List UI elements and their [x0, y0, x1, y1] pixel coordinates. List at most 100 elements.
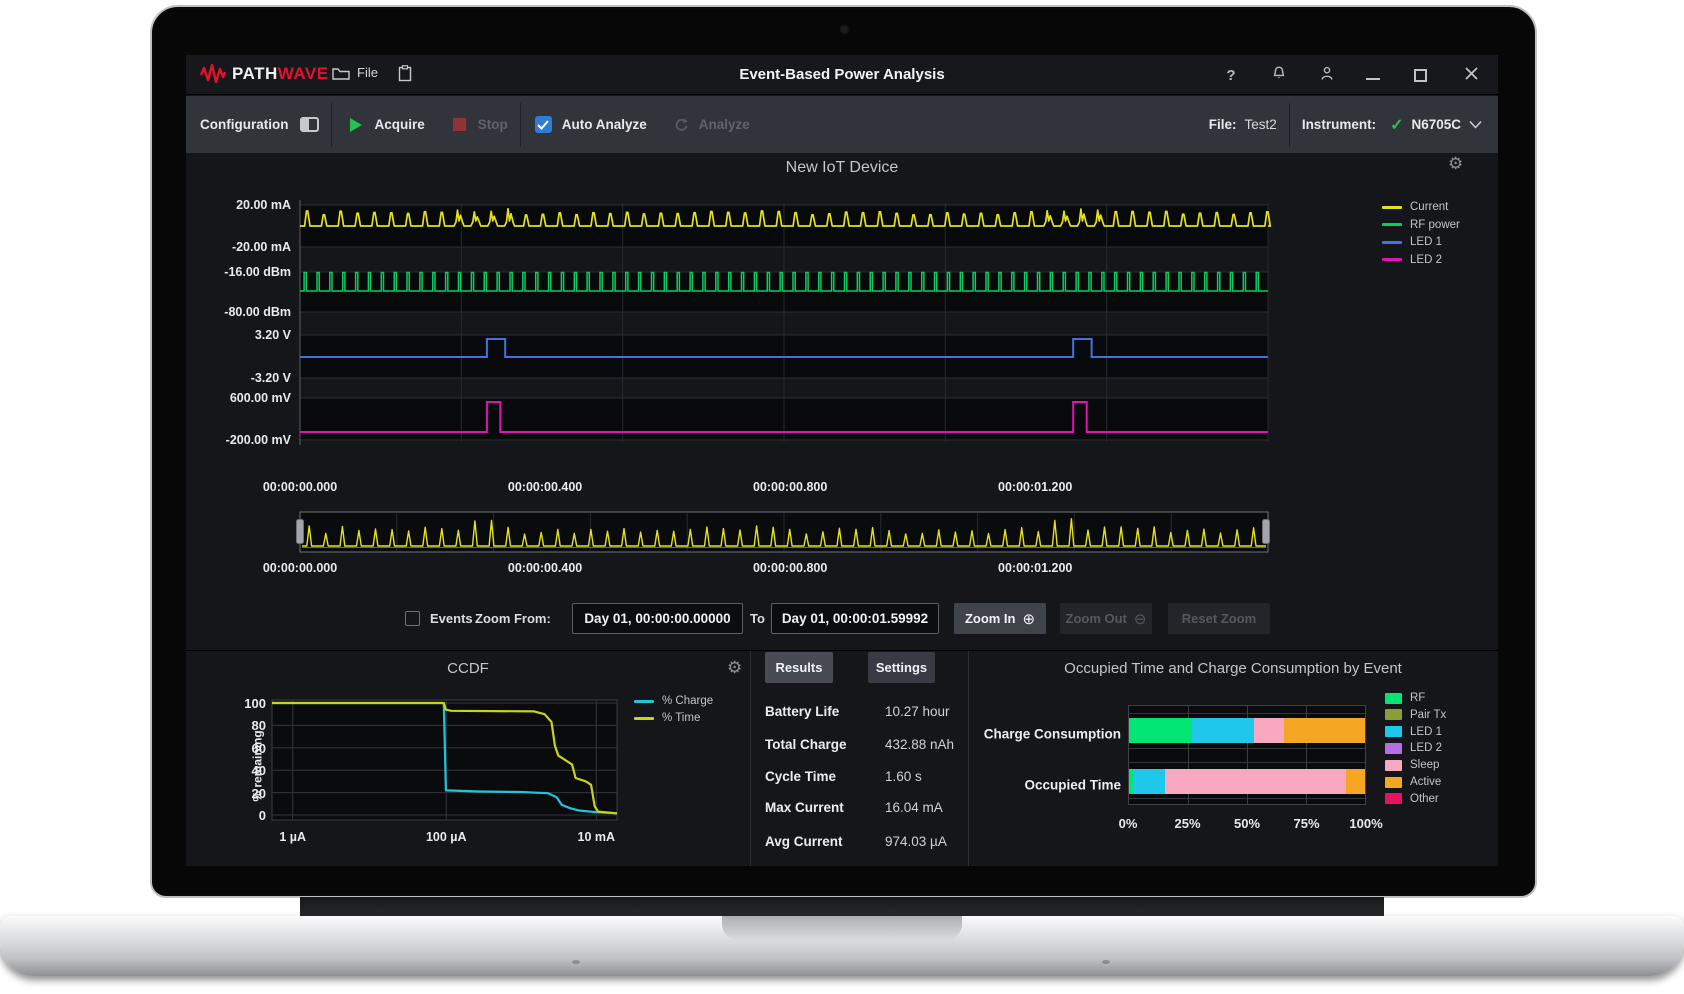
- scope-chart[interactable]: [186, 55, 1498, 595]
- tab-settings[interactable]: Settings: [868, 652, 935, 683]
- scope-y-label: -16.00 dBm: [224, 265, 291, 279]
- scope-y-label: -20.00 mA: [231, 240, 291, 254]
- file-menu[interactable]: File: [332, 65, 378, 80]
- laptop-base-notch: [722, 916, 962, 940]
- clipboard-icon[interactable]: [398, 65, 412, 87]
- events-checkbox[interactable]: [405, 611, 420, 626]
- zoom-out-button[interactable]: Zoom Out ⊖: [1060, 603, 1152, 634]
- results-row-label: Battery Life: [765, 704, 840, 719]
- play-icon: [350, 117, 363, 132]
- analyze-button[interactable]: Analyze: [673, 117, 750, 133]
- zoom-to-input[interactable]: Day 01, 00:00:01.59992: [771, 603, 939, 634]
- user-account-icon[interactable]: [1318, 65, 1336, 86]
- results-row-value: 974.03 µA: [885, 834, 947, 849]
- legend-label: LED 1: [1410, 236, 1442, 248]
- logo-wave-text: WAVE: [277, 64, 329, 83]
- results-row-label: Max Current: [765, 800, 844, 815]
- results-row-label: Cycle Time: [765, 769, 837, 784]
- divider: [968, 651, 969, 866]
- event-chart-title: Occupied Time and Charge Consumption by …: [1064, 660, 1402, 677]
- toolbar-separator: [519, 102, 521, 147]
- legend-swatch: [1382, 258, 1402, 261]
- zoom-from-label: Zoom From:: [475, 611, 551, 626]
- legend-label: Active: [1410, 776, 1442, 788]
- results-row-label: Total Charge: [765, 737, 847, 752]
- notifications-bell-icon[interactable]: [1270, 65, 1288, 86]
- close-button[interactable]: [1462, 66, 1480, 85]
- event-legend-item: RF: [1385, 692, 1425, 704]
- event-legend-item: Other: [1385, 793, 1439, 805]
- stop-label: Stop: [477, 117, 508, 132]
- event-category-label: Charge Consumption: [983, 726, 1121, 742]
- instrument-selector[interactable]: N6705C: [1411, 117, 1482, 132]
- ccdf-y-tick: 20: [251, 785, 266, 801]
- ccdf-y-tick: 80: [251, 718, 266, 734]
- bar-segment-active: [1284, 718, 1365, 743]
- minimize-button[interactable]: [1366, 71, 1384, 80]
- event-legend-item: LED 1: [1385, 726, 1442, 738]
- toolbar-separator: [331, 102, 333, 147]
- ccdf-x-tick: 100 µA: [425, 830, 467, 844]
- scope-settings-gear-icon[interactable]: ⚙: [1448, 154, 1464, 173]
- bar-segment-led-1: [1191, 718, 1254, 743]
- acquire-button[interactable]: Acquire: [350, 117, 425, 132]
- scope-title: New IoT Device: [785, 159, 899, 176]
- toolbar-separator: [1288, 102, 1290, 147]
- bar-segment-rf: [1129, 718, 1192, 743]
- file-value: Test2: [1244, 117, 1277, 132]
- configuration-toggle[interactable]: Configuration: [200, 117, 320, 132]
- maximize-button[interactable]: [1414, 68, 1432, 82]
- legend-swatch: [1385, 742, 1402, 754]
- overview-left-handle[interactable]: [296, 519, 304, 544]
- toolbar: Configuration Acquire Stop Auto Analyze: [186, 96, 1498, 153]
- event-legend-item: LED 2: [1385, 742, 1442, 754]
- zoom-from-input[interactable]: Day 01, 00:00:00.00000: [572, 603, 743, 634]
- legend-swatch: [1382, 205, 1402, 209]
- ccdf-legend-item: % Time: [634, 712, 700, 724]
- zoom-controls: Events Zoom From: Day 01, 00:00:00.00000…: [186, 595, 1498, 643]
- pathwave-logo: PATHWAVE: [200, 63, 329, 85]
- ccdf-title: CCDF: [447, 660, 489, 677]
- results-row-value: 16.04 mA: [885, 800, 943, 815]
- divider: [750, 651, 751, 866]
- legend-swatch: [634, 699, 654, 703]
- help-icon[interactable]: ?: [1226, 66, 1236, 84]
- overview-x-label: 00:00:01.200: [998, 561, 1073, 575]
- overview-x-label: 00:00:00.400: [507, 561, 583, 575]
- scope-x-label: 00:00:01.200: [998, 480, 1073, 494]
- legend-label: Other: [1410, 792, 1439, 805]
- auto-analyze-checkbox[interactable]: Auto Analyze: [534, 116, 647, 133]
- laptop-foot: [572, 960, 580, 964]
- divider: [186, 650, 1498, 651]
- reset-zoom-button[interactable]: Reset Zoom: [1168, 603, 1270, 634]
- legend-label: % Time: [662, 712, 701, 724]
- stop-button[interactable]: Stop: [452, 117, 508, 132]
- refresh-icon: [675, 117, 688, 131]
- bar-segment-rf: [1129, 769, 1134, 794]
- ccdf-settings-gear-icon[interactable]: ⚙: [727, 658, 743, 677]
- event-x-tick: 75%: [1293, 816, 1320, 831]
- zoom-out-icon: ⊖: [1133, 610, 1147, 628]
- scope-y-label: -200.00 mV: [225, 433, 291, 447]
- legend-label: Current: [1410, 201, 1449, 213]
- scope-y-label: 600.00 mV: [229, 391, 291, 405]
- legend-label: LED 2: [1410, 742, 1442, 755]
- legend-label: LED 2: [1410, 253, 1442, 266]
- results-row-value: 432.88 nAh: [885, 737, 955, 752]
- overview-x-label: 00:00:00.000: [262, 561, 338, 575]
- stop-icon: [452, 118, 466, 131]
- tab-results[interactable]: Results: [765, 652, 833, 683]
- auto-analyze-label: Auto Analyze: [561, 117, 647, 132]
- file-menu-label: File: [357, 65, 378, 80]
- legend-swatch: [634, 716, 654, 720]
- ccdf-x-tick: 10 mA: [577, 830, 616, 844]
- event-stacked-bar: [1129, 718, 1365, 743]
- overview-right-handle[interactable]: [1262, 519, 1270, 544]
- file-label: File:: [1208, 117, 1237, 132]
- legend-swatch: [1385, 776, 1402, 788]
- zoom-in-button[interactable]: Zoom In ⊕: [954, 603, 1046, 634]
- scope-x-label: 00:00:00.800: [752, 480, 828, 494]
- to-label: To: [750, 611, 765, 626]
- scope-y-label: 3.20 V: [254, 328, 291, 342]
- ccdf-chart[interactable]: [186, 650, 750, 866]
